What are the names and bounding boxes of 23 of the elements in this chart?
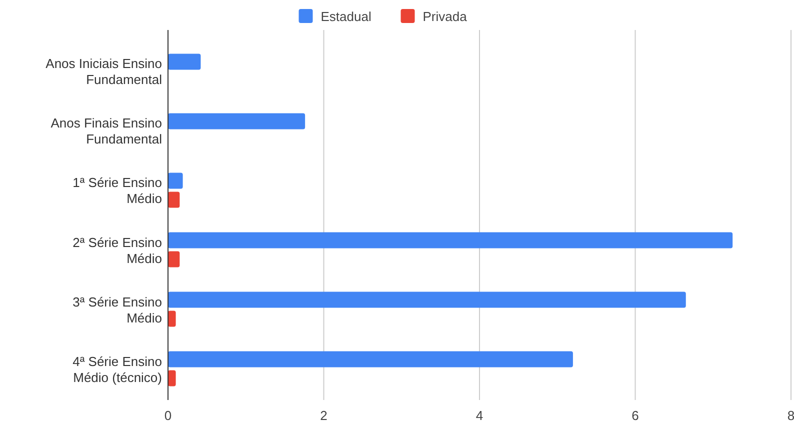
bar [168, 370, 176, 386]
y-tick-label: Anos Iniciais Ensino Fundamental [46, 56, 162, 88]
x-tick-label: 0 [164, 408, 172, 423]
bar [168, 292, 686, 308]
legend-label: Estadual [320, 9, 372, 24]
x-tick-label: 8 [787, 408, 794, 423]
bar [168, 192, 180, 208]
y-tick-label: 3ª Série Ensino Médio [72, 294, 162, 326]
bar [168, 54, 201, 70]
bar [168, 113, 306, 130]
bar [168, 172, 183, 189]
y-tick-label: 4ª Série Ensino Médio (técnico) [72, 354, 162, 385]
bar [168, 251, 180, 268]
y-tick-label: 1ª Série Ensino Médio [72, 175, 162, 206]
y-tick-label: Anos Finais Ensino Fundamental [50, 116, 162, 147]
x-tick-label: 2 [320, 408, 328, 423]
bar [168, 351, 573, 368]
legend-label: Privada [422, 9, 468, 24]
x-tick-label: 4 [476, 408, 484, 423]
bar [168, 310, 176, 327]
bar [168, 232, 733, 248]
x-tick-label: 6 [632, 408, 639, 423]
y-tick-label: 2ª Série Ensino Médio [72, 234, 162, 266]
